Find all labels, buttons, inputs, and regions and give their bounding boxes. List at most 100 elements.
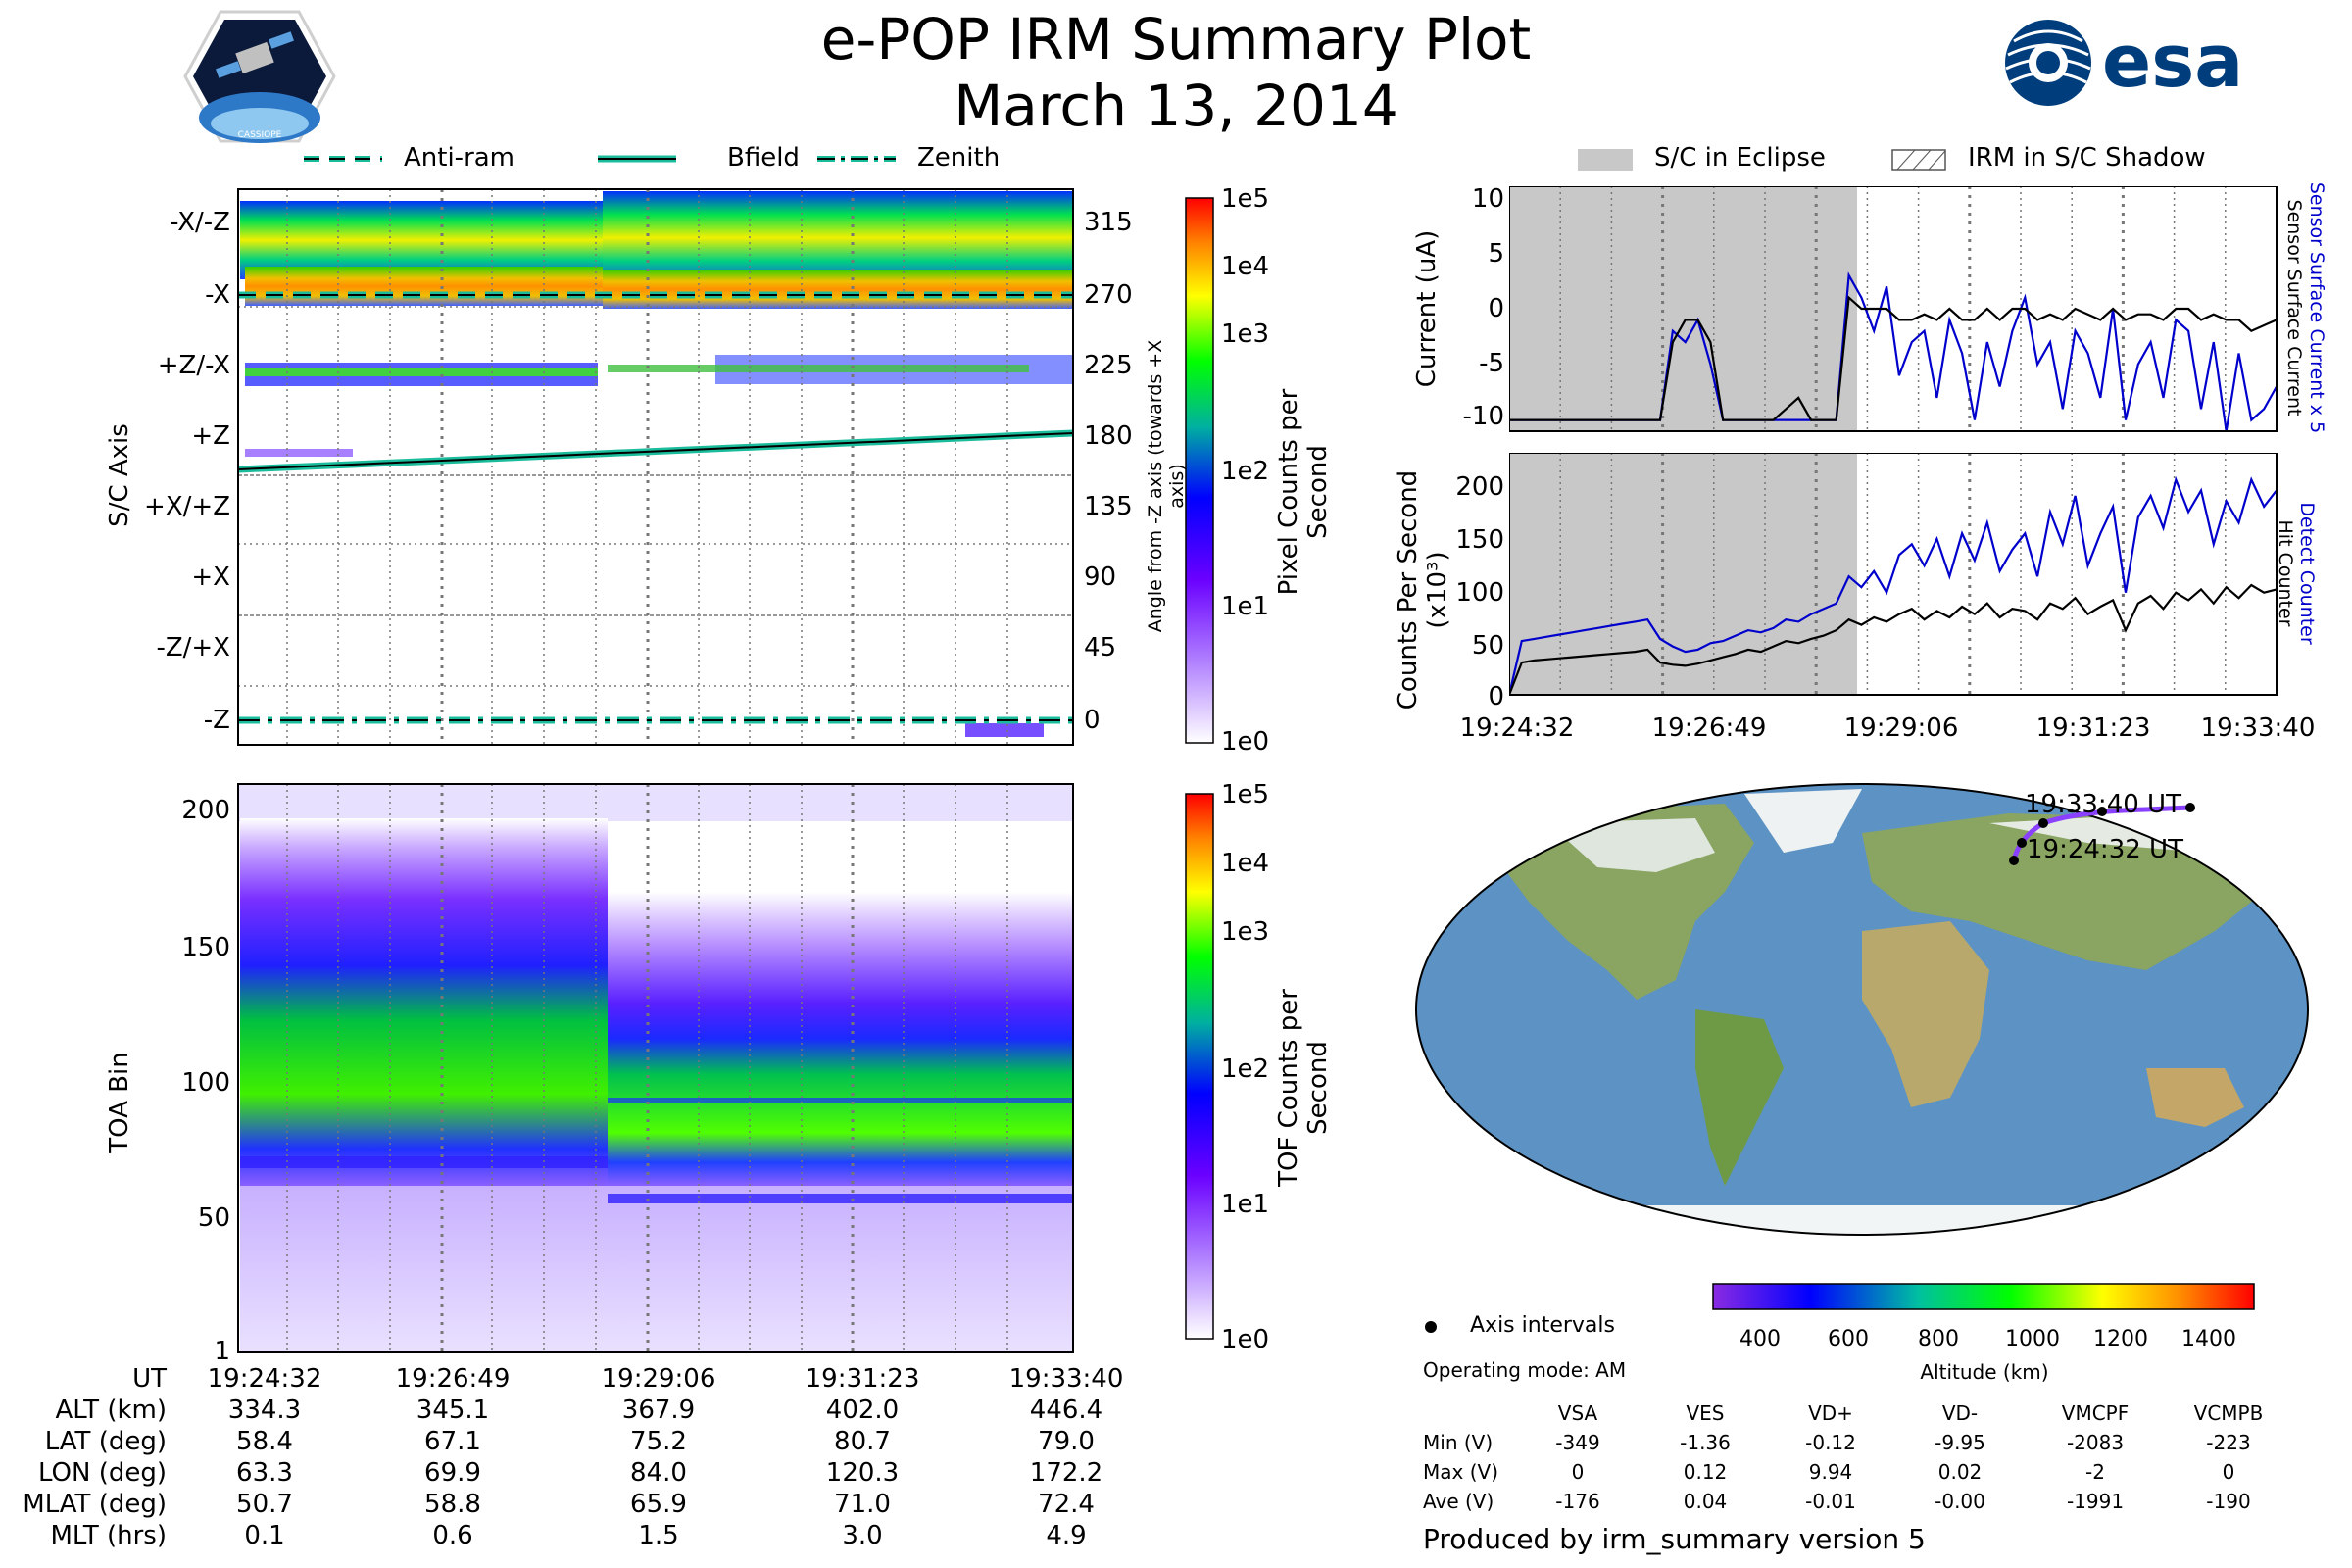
toa-top-haze — [238, 784, 1073, 821]
vt-row1-v0: 0 — [1571, 1460, 1585, 1484]
pixel-cbar-tick-1: 1e4 — [1221, 252, 1270, 281]
eph-c2-r3: 84.0 — [630, 1458, 687, 1488]
sc-angle-tick-1: 270 — [1084, 280, 1133, 310]
vt-row0-v2: -0.12 — [1805, 1431, 1856, 1454]
alt-tick-5: 1400 — [2181, 1327, 2236, 1351]
track-dot-1 — [2017, 838, 2027, 848]
tof-cbar-tick-0: 1e5 — [1221, 780, 1270, 809]
current-eclipse-region — [1509, 186, 1857, 431]
current-ytick-2: 0 — [1488, 294, 1504, 323]
counts-ytick-3: 50 — [1471, 631, 1504, 661]
zenith-swatch — [817, 156, 896, 162]
sc-axis-ylabel: S/C Axis — [105, 423, 134, 527]
bfield-label: Bfield — [727, 143, 800, 172]
sc-angle-tick-6: 45 — [1084, 633, 1117, 662]
eph-label-ut: UT — [132, 1364, 167, 1394]
toa-frame — [237, 783, 1074, 1353]
vt-row2-v2: -0.01 — [1805, 1490, 1856, 1513]
vt-row2-v4: -1991 — [2066, 1490, 2125, 1513]
right-time-tick-3: 19:31:23 — [2035, 713, 2151, 743]
eph-c4-r0: 19:33:40 — [1008, 1364, 1124, 1394]
bfield-line-core — [237, 432, 1074, 470]
pixel-cbar-tick-4: 1e1 — [1221, 592, 1270, 621]
tof-colorbar — [1185, 793, 1214, 1340]
vt-row0-v4: -2083 — [2066, 1431, 2125, 1454]
zenith-label: Zenith — [917, 143, 1001, 172]
counts-ytick-2: 100 — [1455, 578, 1504, 608]
vt-row2-v0: -176 — [1555, 1490, 1600, 1513]
vt-header-3: VD- — [1941, 1401, 1979, 1425]
eclipse-label: S/C in Eclipse — [1654, 143, 1826, 172]
eph-c2-r2: 75.2 — [630, 1427, 687, 1456]
tof-cbar-label: TOF Counts per Second — [1274, 989, 1333, 1187]
current-chart — [1509, 186, 2278, 432]
page-title: e-POP IRM Summary Plot — [820, 6, 1532, 73]
vt-row2-v5: -190 — [2206, 1490, 2251, 1513]
sc-axis-ytick-2: +Z/-X — [157, 351, 230, 380]
sc-angle-ylabel: Angle from -Z axis (towards +X axis) — [1145, 339, 1188, 633]
esa-logo: esa — [2005, 20, 2243, 106]
sc-angle-tick-4: 135 — [1084, 492, 1133, 521]
sc-angle-tick-0: 315 — [1084, 208, 1133, 237]
vt-row2-v1: 0.04 — [1683, 1490, 1728, 1513]
toa-gridlines — [286, 784, 1008, 1352]
sc-axis-ytick-5: +X — [191, 563, 230, 592]
heat-band-mxmz-a — [240, 201, 603, 279]
current-ylabel: Current (uA) — [1412, 229, 1442, 388]
vt-row0-v1: -1.36 — [1680, 1431, 1731, 1454]
sc-axis-ytick-3: +Z — [191, 421, 230, 451]
eph-c3-r1: 402.0 — [825, 1396, 900, 1425]
vt-header-4: VMCPF — [2061, 1401, 2130, 1425]
eph-c3-r0: 19:31:23 — [805, 1364, 920, 1394]
produced-by: Produced by irm_summary version 5 — [1423, 1523, 1926, 1555]
alt-tick-2: 800 — [1918, 1327, 1959, 1351]
toa-ytick-3: 50 — [197, 1203, 230, 1233]
anti-ram-label: Anti-ram — [404, 143, 515, 172]
sc-angle-tick-5: 90 — [1084, 563, 1117, 592]
eph-c1-r0: 19:26:49 — [395, 1364, 511, 1394]
counts-right-label-2: Hit Counter — [2275, 519, 2296, 627]
eph-c1-r4: 58.8 — [424, 1490, 481, 1519]
track-start-label: 19:24:32 UT — [2027, 835, 2183, 864]
heat-band-mx-b — [603, 270, 1073, 309]
vt-header-0: VSA — [1557, 1401, 1598, 1425]
shadow-swatch — [1891, 149, 1946, 171]
pixel-cbar-tick-0: 1e5 — [1221, 184, 1270, 214]
eph-c1-r3: 69.9 — [424, 1458, 481, 1488]
counts-eclipse-region — [1509, 453, 1857, 695]
counts-right-label-1: Detect Counter — [2296, 502, 2318, 645]
current-series-group — [1509, 271, 2278, 432]
heat-band-pz — [245, 449, 353, 457]
sc-angle-tick-2: 225 — [1084, 351, 1133, 380]
eph-c0-r3: 63.3 — [236, 1458, 293, 1488]
tof-cbar-tick-2: 1e3 — [1221, 917, 1270, 947]
current-ytick-0: 10 — [1471, 184, 1504, 214]
eph-c1-r5: 0.6 — [432, 1521, 473, 1550]
tof-cbar-tick-4: 1e1 — [1221, 1190, 1270, 1219]
counts-frame — [1509, 453, 2278, 696]
toa-band-early — [240, 818, 608, 1186]
sc-axis-ytick-7: -Z — [203, 706, 230, 735]
eph-c2-r0: 19:29:06 — [601, 1364, 716, 1394]
toa-band-late-line — [608, 1098, 1073, 1103]
eph-c0-r2: 58.4 — [236, 1427, 293, 1456]
counts-series-group — [1509, 475, 2278, 696]
alt-tick-1: 600 — [1828, 1327, 1869, 1351]
right-time-tick-2: 19:29:06 — [1843, 713, 1959, 743]
heat-band-mz — [965, 723, 1044, 737]
axis-interval-dot — [1425, 1321, 1437, 1333]
toa-noise-low — [240, 1186, 1073, 1352]
page-date: March 13, 2014 — [954, 73, 1398, 139]
shadow-label: IRM in S/C Shadow — [1968, 143, 2206, 172]
pixel-cbar-label: Pixel Counts per Second — [1274, 388, 1333, 596]
eph-c1-r1: 345.1 — [416, 1396, 490, 1425]
eclipse-swatch — [1578, 149, 1633, 171]
vt-row1-v4: -2 — [2085, 1460, 2105, 1484]
eph-c2-r4: 65.9 — [630, 1490, 687, 1519]
alt-cbar-label: Altitude (km) — [1920, 1360, 2049, 1384]
vt-row1-v5: 0 — [2222, 1460, 2235, 1484]
toa-edge-early — [240, 1156, 608, 1168]
eph-c0-r0: 19:24:32 — [207, 1364, 322, 1394]
counts-series-1 — [1509, 583, 2278, 696]
vt-header-2: VD+ — [1808, 1401, 1853, 1425]
